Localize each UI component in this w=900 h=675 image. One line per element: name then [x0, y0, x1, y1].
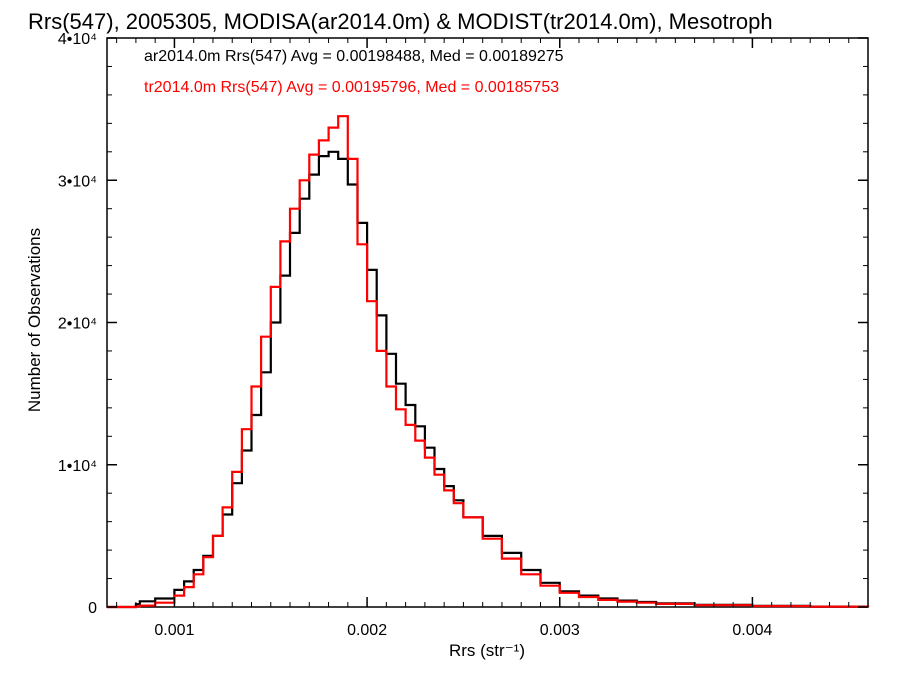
y-tick-label: 4•10⁴: [58, 31, 97, 48]
x-axis-label: Rrs (str⁻¹): [449, 641, 525, 660]
x-tick-label: 0.004: [732, 622, 772, 639]
annotation-ar2014: ar2014.0m Rrs(547) Avg = 0.00198488, Med…: [144, 48, 564, 65]
x-tick-label: 0.002: [347, 622, 387, 639]
plot-area: [106, 37, 869, 608]
y-tick-label: 0: [88, 600, 97, 617]
annotation-tr2014: tr2014.0m Rrs(547) Avg = 0.00195796, Med…: [144, 79, 559, 96]
annotation-layer: ar2014.0m Rrs(547) Avg = 0.00198488, Med…: [144, 48, 564, 96]
y-tick-label: 1•10⁴: [58, 458, 97, 475]
chart-title: Rrs(547), 2005305, MODISA(ar2014.0m) & M…: [28, 9, 773, 34]
ticks-layer: 0.001 0.002 0.003 0.004 0 1•10⁴ 2•10⁴ 3•10⁴ 4•10…: [58, 31, 869, 639]
x-tick-label: 0.003: [540, 622, 580, 639]
series-line-1: [107, 115, 870, 609]
y-tick-label: 3•10⁴: [58, 173, 97, 190]
y-axis-label: Number of Observations: [25, 228, 44, 412]
y-tick-label: 2•10⁴: [58, 316, 97, 333]
plot-frame: [106, 37, 869, 608]
series-layer: [107, 115, 870, 609]
x-tick-label: 0.001: [154, 622, 194, 639]
